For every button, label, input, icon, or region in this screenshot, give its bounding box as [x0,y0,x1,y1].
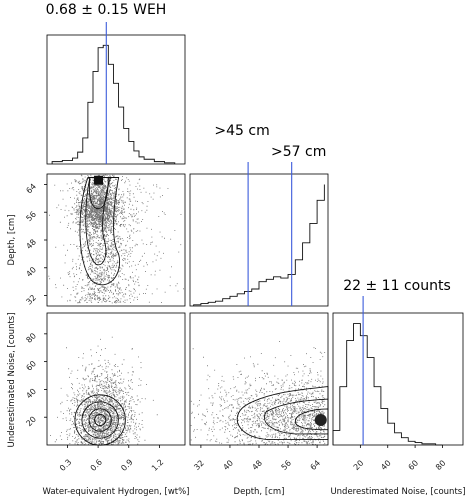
noise-x-tick-label: 40 [379,458,393,472]
tick-labels: 0.3 0.6 0.9 1.2 32 40 48 56 64 20 40 60 80 32 40 48 56 64… [24,182,447,473]
depth-y-tick-label: 48 [24,237,38,251]
panel-weh-vs-noise [46,312,186,446]
noise-y-tick-label: 80 [24,331,38,345]
depth-noise-scatter [190,341,326,446]
depth-y-tick-label: 64 [24,182,38,196]
panel-weh-vs-depth [46,173,186,307]
noise-y-tick-label: 20 [24,415,38,429]
weh-x-tick-label: 0.6 [89,458,104,473]
x-axis-label-depth: Depth, [cm] [234,487,285,497]
depth-noise-contours [236,386,329,440]
noise-x-tick-label: 60 [407,458,421,472]
depth-histogram-steps [193,184,325,306]
depth-x-tick-label: 40 [221,458,235,472]
noise-y-tick-label: 60 [24,359,38,373]
noise-hist-frame [332,312,464,446]
depth-y-tick-label: 40 [24,265,38,279]
weh-noise-scatter [50,336,158,446]
weh-x-tick-label: 0.9 [119,458,134,473]
noise-y-tick-label: 40 [24,387,38,401]
depth-x-tick-label: 64 [309,458,323,472]
noise-histogram-steps [332,323,443,446]
depth-x-tick-label: 32 [192,458,206,472]
y-axis-label-depth: Depth, [cm] [7,215,17,266]
noise-x-tick-label: 80 [434,458,448,472]
depth-label-57: >57 cm [271,144,326,160]
depth-noise-frame [189,312,329,446]
y-axis-label-noise: Underestimated Noise, [counts] [7,312,17,447]
noise-x-tick-label: 20 [352,458,366,472]
depth-x-tick-label: 48 [250,458,264,472]
panel-weh-histogram: 0.68 ± 0.15 WEH [46,2,186,165]
weh-hist-frame [46,34,186,165]
depth-label-45: >45 cm [214,123,269,139]
weh-depth-contours [79,175,121,286]
weh-title: 0.68 ± 0.15 WEH [46,2,167,18]
depth-x-tick-label: 56 [280,458,294,472]
weh-histogram-steps [51,44,176,164]
weh-x-tick-label: 0.3 [58,458,73,473]
panel-noise-histogram: 22 ± 11 counts [332,278,464,446]
noise-title: 22 ± 11 counts [343,278,451,294]
depth-y-tick-label: 56 [24,210,38,224]
depth-hist-frame [189,173,329,307]
panel-depth-vs-noise [189,312,329,446]
depth-y-tick-label: 32 [24,293,38,307]
weh-depth-scatter [48,174,184,304]
x-axis-label-weh: Water-equivalent Hydrogen, [wt%] [42,487,189,497]
weh-noise-contours [74,394,126,446]
weh-x-tick-label: 1.2 [150,458,165,473]
x-axis-label-noise: Underestimated Noise, [counts] [330,487,465,497]
panel-depth-histogram: >45 cm >57 cm [189,123,329,307]
weh-noise-frame [46,312,186,446]
